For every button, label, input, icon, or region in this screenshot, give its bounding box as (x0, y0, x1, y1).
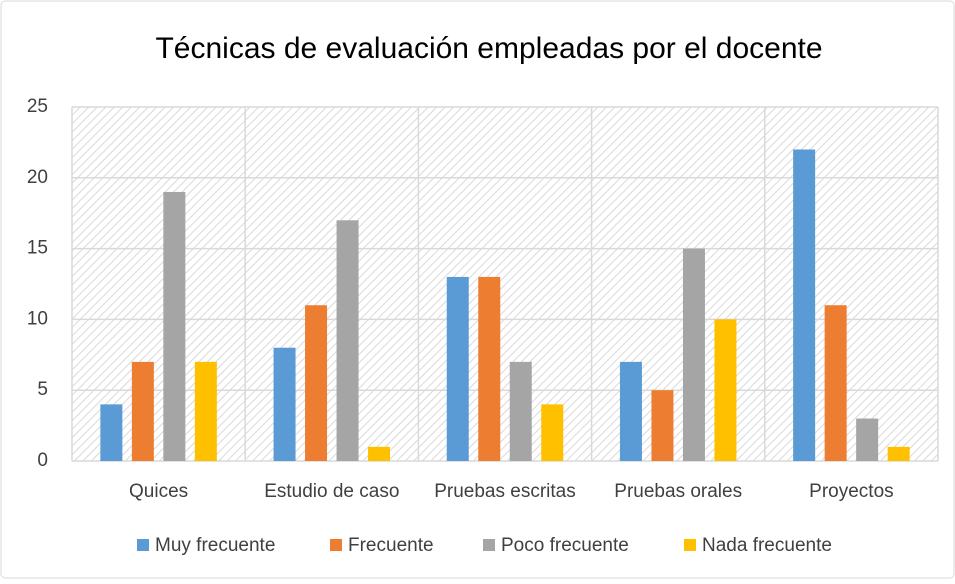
x-tick-label: Quices (129, 481, 188, 502)
legend-label: Frecuente (348, 535, 434, 556)
y-tick-label: 0 (37, 450, 48, 471)
bar (100, 404, 123, 461)
x-tick-label: Proyectos (809, 481, 893, 502)
chart-title: Técnicas de evaluación empleadas por el … (155, 32, 822, 65)
bar (336, 220, 359, 461)
bar (793, 149, 816, 462)
x-tick-label: Pruebas orales (614, 481, 742, 502)
legend-swatch (137, 539, 149, 551)
legend-swatch (684, 539, 696, 551)
legend-label: Poco frecuente (501, 535, 629, 556)
legend-swatch (483, 539, 495, 551)
bar (509, 361, 532, 461)
legend-label: Muy frecuente (155, 535, 275, 556)
bar (163, 191, 186, 461)
bar (682, 248, 705, 461)
bar (446, 276, 469, 461)
bar (273, 347, 296, 461)
legend-swatch (330, 539, 342, 551)
bar (368, 446, 391, 461)
bar (478, 276, 501, 461)
x-tick-label: Pruebas escritas (434, 481, 576, 502)
legend-label: Nada frecuente (702, 535, 832, 556)
y-tick-label: 20 (27, 167, 48, 188)
y-tick-label: 5 (37, 379, 48, 400)
bar (856, 418, 879, 461)
bar (887, 446, 910, 461)
bar (651, 390, 674, 461)
bar (619, 361, 642, 461)
bar (541, 404, 564, 461)
y-tick-label: 10 (27, 308, 48, 329)
bar (714, 319, 737, 461)
bar (824, 305, 847, 461)
y-tick-label: 25 (27, 96, 48, 117)
y-tick-label: 15 (27, 238, 48, 259)
bar (194, 361, 217, 461)
bar (305, 305, 328, 461)
bar (131, 361, 154, 461)
x-tick-label: Estudio de caso (264, 481, 399, 502)
